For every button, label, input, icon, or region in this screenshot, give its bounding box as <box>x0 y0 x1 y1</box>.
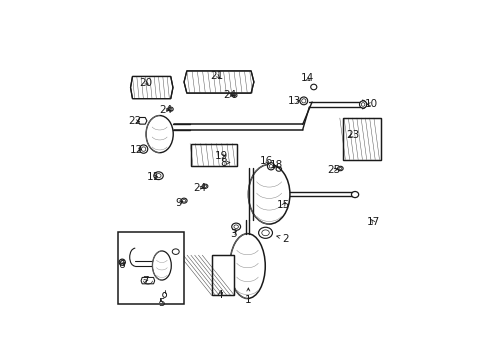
Ellipse shape <box>146 116 173 153</box>
Text: 16: 16 <box>260 156 273 166</box>
Text: 3: 3 <box>230 229 236 239</box>
Text: 21: 21 <box>210 71 223 81</box>
Polygon shape <box>343 118 381 159</box>
Bar <box>118 232 184 304</box>
Polygon shape <box>184 71 254 93</box>
Text: 1: 1 <box>245 288 252 305</box>
Text: 23: 23 <box>346 130 359 140</box>
Text: 6: 6 <box>118 260 125 270</box>
Polygon shape <box>141 278 155 284</box>
Ellipse shape <box>248 165 290 224</box>
Ellipse shape <box>351 192 359 198</box>
Text: 14: 14 <box>300 73 314 84</box>
Text: 7: 7 <box>142 276 148 286</box>
Text: 13: 13 <box>288 96 301 106</box>
Bar <box>212 255 235 296</box>
Text: 2: 2 <box>277 234 290 244</box>
Polygon shape <box>191 144 237 166</box>
Text: 19: 19 <box>215 151 228 161</box>
Text: 15: 15 <box>277 200 291 210</box>
Ellipse shape <box>119 259 125 265</box>
Ellipse shape <box>163 292 167 297</box>
Ellipse shape <box>140 145 147 153</box>
Ellipse shape <box>172 249 179 255</box>
Text: 20: 20 <box>139 77 152 87</box>
Text: 5: 5 <box>158 298 164 308</box>
Text: 24: 24 <box>193 183 206 193</box>
Ellipse shape <box>338 166 343 171</box>
Ellipse shape <box>232 93 237 98</box>
Ellipse shape <box>181 198 187 203</box>
Text: 9: 9 <box>175 198 183 208</box>
Text: 25: 25 <box>327 165 340 175</box>
Ellipse shape <box>311 84 317 90</box>
Text: 4: 4 <box>217 290 223 300</box>
Text: 11: 11 <box>147 172 160 182</box>
Polygon shape <box>138 117 147 124</box>
Text: 8: 8 <box>220 158 230 168</box>
Text: 24: 24 <box>223 90 236 100</box>
Ellipse shape <box>203 184 208 188</box>
Text: 12: 12 <box>130 145 144 155</box>
Ellipse shape <box>300 97 308 105</box>
Ellipse shape <box>230 234 265 298</box>
Bar <box>212 255 235 296</box>
Text: 17: 17 <box>367 217 380 227</box>
Text: 24: 24 <box>159 105 172 115</box>
Ellipse shape <box>152 251 171 280</box>
Ellipse shape <box>154 172 163 180</box>
Ellipse shape <box>168 107 173 111</box>
Text: 10: 10 <box>365 99 378 109</box>
Text: 22: 22 <box>128 116 141 126</box>
Text: 18: 18 <box>270 159 283 170</box>
Ellipse shape <box>268 163 275 170</box>
Polygon shape <box>130 76 173 99</box>
Ellipse shape <box>360 101 367 108</box>
